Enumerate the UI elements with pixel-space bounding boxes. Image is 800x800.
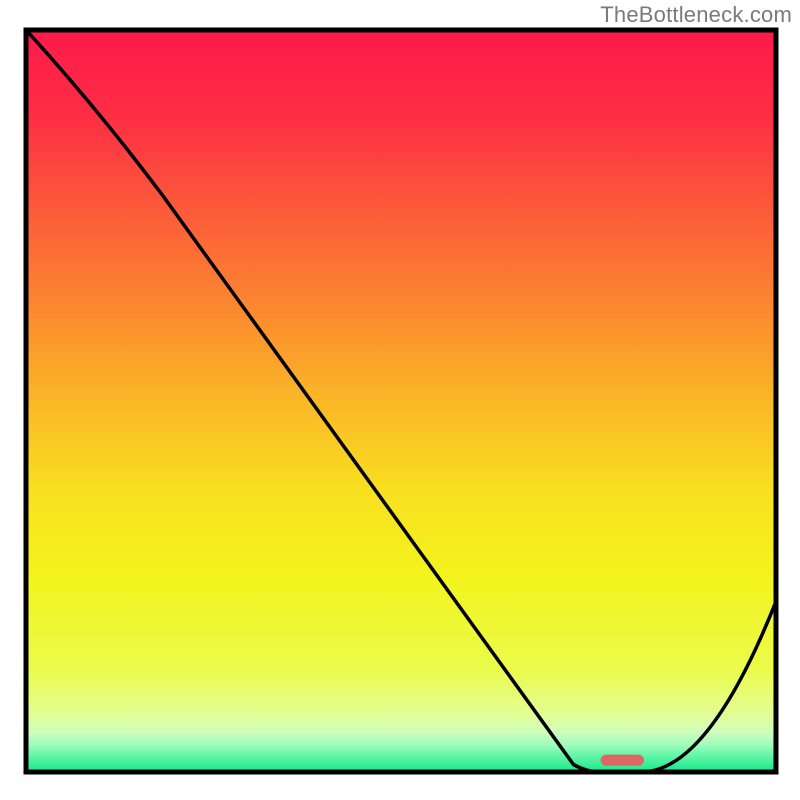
bottleneck-chart — [0, 0, 800, 800]
chart-container: TheBottleneck.com — [0, 0, 800, 800]
watermark-text: TheBottleneck.com — [600, 2, 792, 28]
optimum-marker — [601, 755, 645, 766]
gradient-background — [26, 30, 776, 772]
